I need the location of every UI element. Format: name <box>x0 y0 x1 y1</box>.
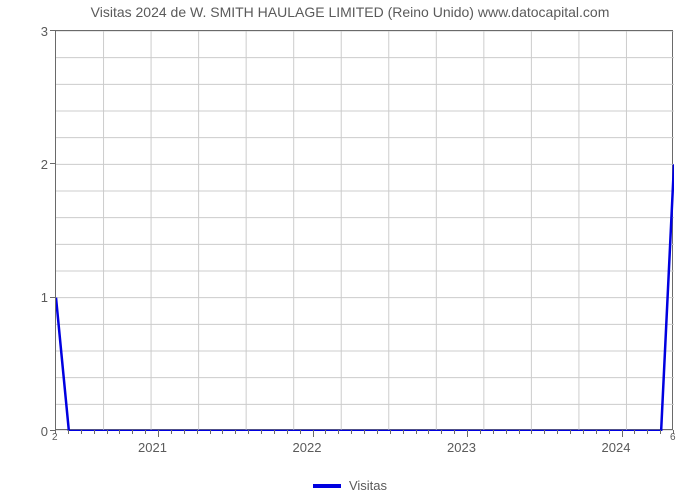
x-minor-tick <box>596 430 597 434</box>
x-minor-tick <box>325 430 326 434</box>
x-minor-tick <box>68 430 69 434</box>
x-minor-tick <box>647 430 648 434</box>
x-minor-tick <box>583 430 584 434</box>
y-tick-mark <box>50 30 55 31</box>
chart-title: Visitas 2024 de W. SMITH HAULAGE LIMITED… <box>0 4 700 20</box>
legend-label: Visitas <box>349 478 387 493</box>
x-minor-tick <box>634 430 635 434</box>
x-minor-tick <box>428 430 429 434</box>
x-minor-tick <box>94 430 95 434</box>
x-tick-label: 2022 <box>293 440 322 455</box>
x-minor-tick <box>506 430 507 434</box>
x-minor-tick <box>300 430 301 434</box>
x-minor-tick <box>81 430 82 434</box>
x-tick-mark <box>313 430 314 437</box>
x-minor-tick <box>441 430 442 434</box>
x-minor-tick <box>222 430 223 434</box>
x-minor-tick <box>557 430 558 434</box>
legend-swatch <box>313 484 341 488</box>
x-tick-mark <box>158 430 159 437</box>
line-series <box>56 31 674 431</box>
plot-area <box>55 30 673 430</box>
y-tick: 2 <box>30 157 48 172</box>
x-end-label-left: 2 <box>52 432 58 443</box>
x-minor-tick <box>248 430 249 434</box>
y-tick: 1 <box>30 290 48 305</box>
x-minor-tick <box>377 430 378 434</box>
x-minor-tick <box>416 430 417 434</box>
x-minor-tick <box>403 430 404 434</box>
x-minor-tick <box>531 430 532 434</box>
x-end-label-right: 6 <box>670 432 676 443</box>
x-minor-tick <box>171 430 172 434</box>
x-minor-tick <box>493 430 494 434</box>
x-minor-tick <box>119 430 120 434</box>
x-minor-tick <box>338 430 339 434</box>
y-tick-mark <box>50 163 55 164</box>
x-tick-label: 2023 <box>447 440 476 455</box>
y-tick-mark <box>50 297 55 298</box>
x-minor-tick <box>184 430 185 434</box>
x-minor-tick <box>570 430 571 434</box>
x-minor-tick <box>145 430 146 434</box>
x-minor-tick <box>351 430 352 434</box>
y-tick: 0 <box>30 424 48 439</box>
x-minor-tick <box>197 430 198 434</box>
x-minor-tick <box>480 430 481 434</box>
x-minor-tick <box>609 430 610 434</box>
x-minor-tick <box>132 430 133 434</box>
x-tick-label: 2021 <box>138 440 167 455</box>
x-minor-tick <box>107 430 108 434</box>
x-minor-tick <box>544 430 545 434</box>
x-minor-tick <box>454 430 455 434</box>
x-tick-label: 2024 <box>602 440 631 455</box>
y-tick: 3 <box>30 24 48 39</box>
x-minor-tick <box>210 430 211 434</box>
x-minor-tick <box>364 430 365 434</box>
x-minor-tick <box>235 430 236 434</box>
x-minor-tick <box>287 430 288 434</box>
legend: Visitas <box>0 478 700 493</box>
x-minor-tick <box>660 430 661 434</box>
x-minor-tick <box>519 430 520 434</box>
x-minor-tick <box>274 430 275 434</box>
x-tick-mark <box>467 430 468 437</box>
x-tick-mark <box>622 430 623 437</box>
x-minor-tick <box>390 430 391 434</box>
x-minor-tick <box>261 430 262 434</box>
